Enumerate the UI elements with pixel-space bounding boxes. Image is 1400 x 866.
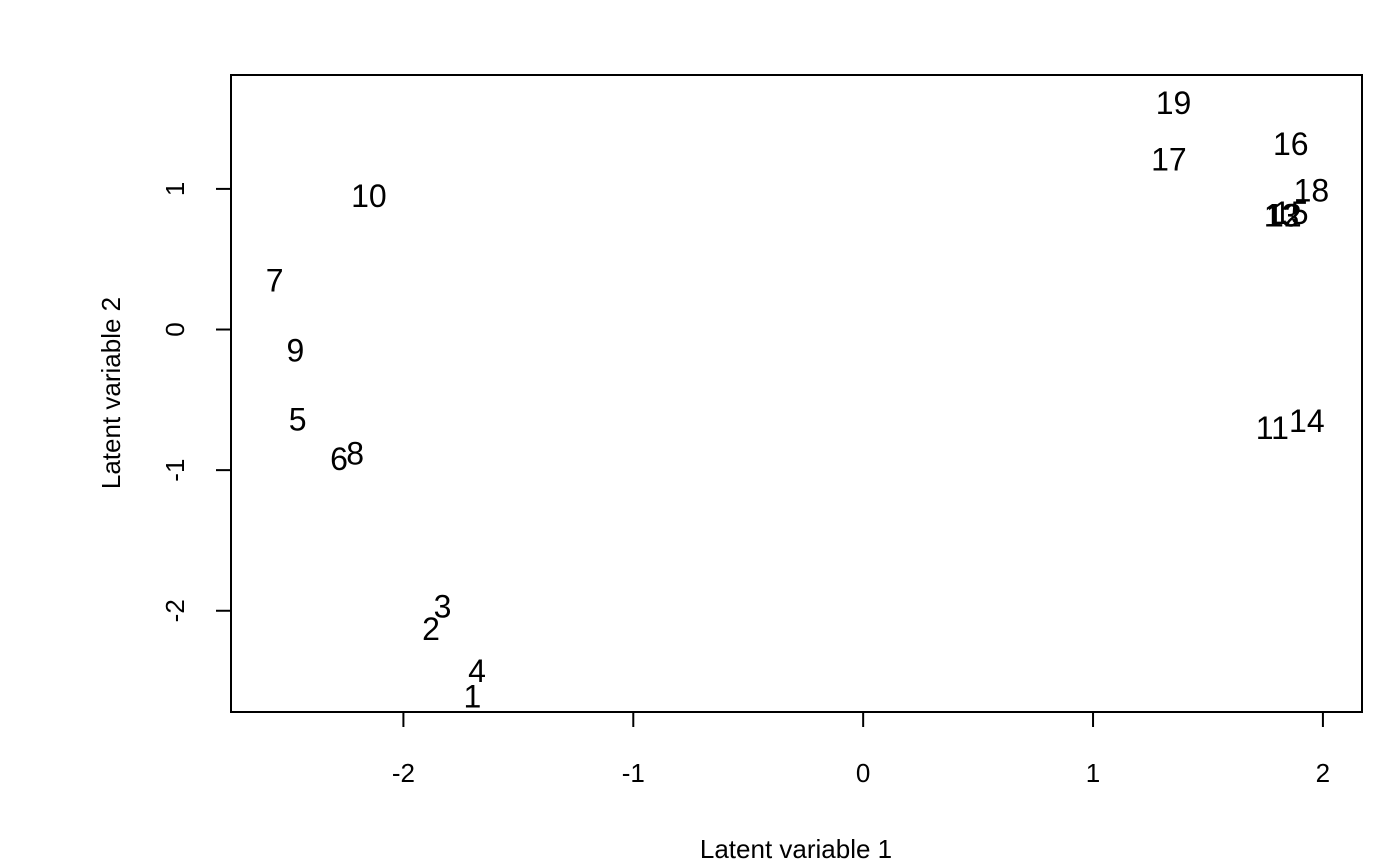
y-tick-label: -2: [160, 599, 190, 622]
x-axis: -2 -1 0 1 2: [392, 711, 1330, 788]
point-label: 19: [1156, 85, 1192, 121]
point-label: 13: [1264, 198, 1300, 234]
point-label: 14: [1289, 403, 1325, 439]
plot-frame: [230, 74, 1363, 713]
point-label: 17: [1151, 141, 1187, 177]
point-label: 1: [463, 679, 481, 715]
x-tick-label: 0: [856, 758, 870, 788]
point-label: 15: [1273, 195, 1309, 231]
x-tick-label: 1: [1086, 758, 1100, 788]
y-axis-title: Latent variable 2: [96, 297, 126, 489]
point-label: 7: [266, 262, 284, 298]
point-label: 9: [286, 333, 304, 369]
point-label: 12: [1266, 198, 1302, 234]
y-tick-label: 0: [160, 322, 190, 336]
point-label: 6: [330, 441, 348, 477]
x-axis-title: Latent variable 1: [700, 834, 892, 864]
point-label: 18: [1294, 172, 1330, 208]
point-label: 2: [422, 611, 440, 647]
point-label: 8: [346, 435, 364, 471]
point-label: 16: [1273, 126, 1309, 162]
point-label: 11: [1256, 410, 1289, 446]
point-label: 4: [468, 653, 486, 689]
x-tick-label: -1: [622, 758, 645, 788]
y-tick-label: 1: [160, 182, 190, 196]
y-axis: -2 -1 0 1: [160, 182, 232, 622]
x-tick-label: 2: [1316, 758, 1330, 788]
point-label: 3: [434, 589, 452, 625]
y-tick-label: -1: [160, 459, 190, 482]
x-tick-label: -2: [392, 758, 415, 788]
point-label: 5: [289, 402, 307, 438]
point-label: 10: [351, 178, 387, 214]
